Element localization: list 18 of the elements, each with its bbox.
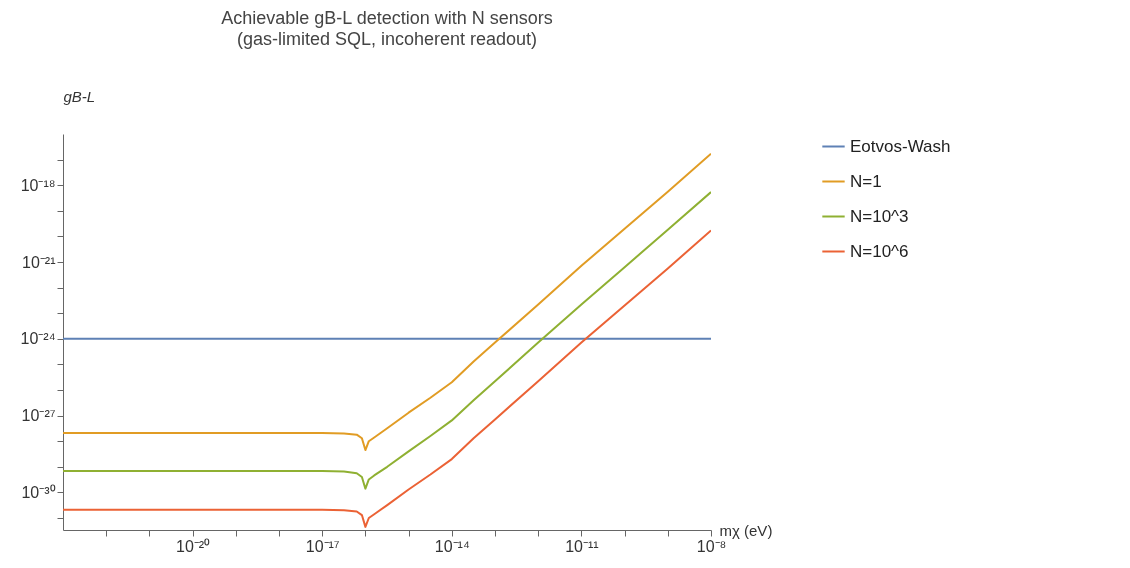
x-tick-label: 10⁻¹¹ <box>565 537 599 555</box>
y-tick-label: 10⁻²¹ <box>22 253 56 271</box>
y-tick-label: 10⁻³⁰ <box>21 483 56 501</box>
y-tick-label: 10⁻¹⁸ <box>20 176 56 194</box>
y-tick-label: 10⁻²⁷ <box>21 407 56 425</box>
y-axis-title: gB-L <box>63 87 96 105</box>
x-axis-title: mχ (eV) <box>719 521 773 539</box>
legend-label: N=1 <box>850 171 882 191</box>
x-tick-label: 10⁻⁸ <box>696 537 727 555</box>
x-tick-label: 10⁻²⁰ <box>176 537 211 555</box>
chart-subtitle: (gas-limited SQL, incoherent readout) <box>236 29 538 49</box>
legend-label: N=10^6 <box>850 241 909 261</box>
chart-title: Achievable gB-L detection with N sensors <box>221 8 553 28</box>
x-tick-label: 10⁻¹⁷ <box>305 537 340 555</box>
y-tick-label: 10⁻²⁴ <box>20 330 56 348</box>
legend-label: N=10^3 <box>850 206 909 226</box>
legend-label: Eotvos-Wash <box>850 136 951 156</box>
x-tick-label: 10⁻¹⁴ <box>434 537 470 555</box>
